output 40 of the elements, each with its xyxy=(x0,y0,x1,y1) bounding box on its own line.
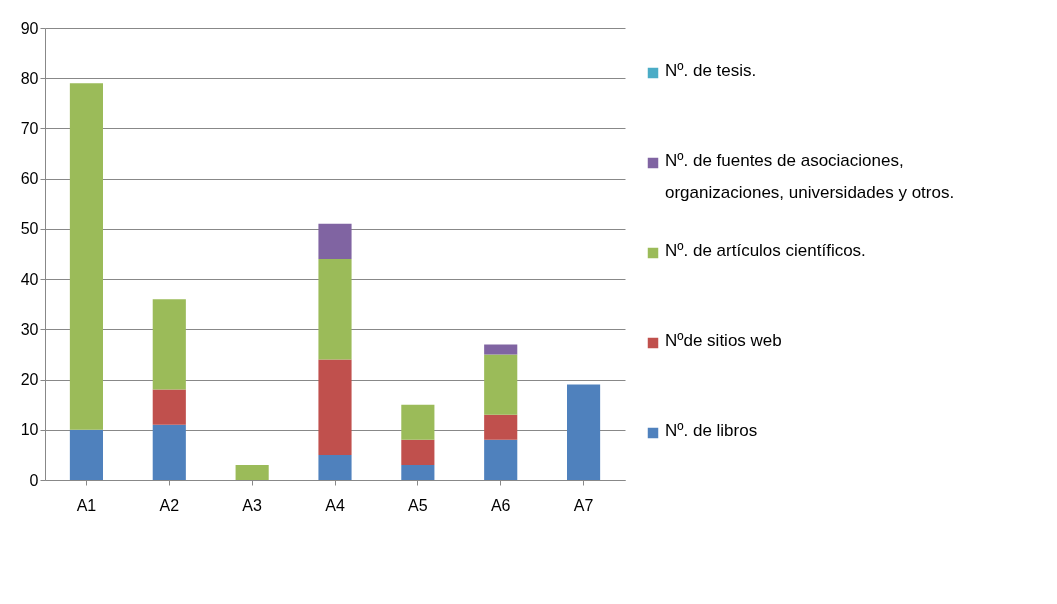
legend-label: Nº. de artículos científicos. xyxy=(665,241,866,260)
y-tick-label: 60 xyxy=(20,170,39,188)
bar xyxy=(484,344,518,355)
bar xyxy=(318,223,352,260)
bar xyxy=(152,299,186,390)
bar xyxy=(152,389,186,425)
x-tick-label: A2 xyxy=(159,496,180,514)
y-tick-label: 30 xyxy=(20,320,39,338)
x-tick-label: A4 xyxy=(325,496,345,514)
bar xyxy=(401,464,435,480)
legend-label: Nº. de fuentes de asociaciones, organizaciones, universidades y otros. xyxy=(665,151,955,202)
bar xyxy=(401,439,435,465)
bar xyxy=(401,404,435,440)
y-tick-label: 0 xyxy=(29,471,39,489)
y-tick-label: 90 xyxy=(20,19,39,37)
legend-label: Nº. de libros xyxy=(665,421,758,440)
x-tick-label: A5 xyxy=(408,496,428,514)
legend-label: Nºde sitios web xyxy=(665,331,782,350)
bar xyxy=(318,359,352,455)
bar xyxy=(152,424,186,480)
bar xyxy=(567,384,601,480)
y-tick-label: 50 xyxy=(20,220,39,238)
bar xyxy=(484,414,518,440)
y-tick-label: 70 xyxy=(20,119,39,137)
bar xyxy=(484,354,518,415)
bar xyxy=(69,83,103,430)
y-tick-label: 20 xyxy=(20,371,39,389)
y-tick-label: 10 xyxy=(20,421,39,439)
x-tick-label: A7 xyxy=(573,496,594,514)
bar xyxy=(484,439,518,480)
y-tick-label: 40 xyxy=(20,270,39,288)
bar xyxy=(318,259,352,360)
bar xyxy=(318,454,352,480)
x-tick-label: A6 xyxy=(490,496,511,514)
y-tick-label: 80 xyxy=(20,69,39,87)
bar xyxy=(69,429,103,480)
legend-label: Nº. de tesis. xyxy=(665,61,757,80)
bar xyxy=(235,464,269,480)
x-tick-label: A1 xyxy=(76,496,97,514)
x-tick-label: A3 xyxy=(242,496,263,514)
